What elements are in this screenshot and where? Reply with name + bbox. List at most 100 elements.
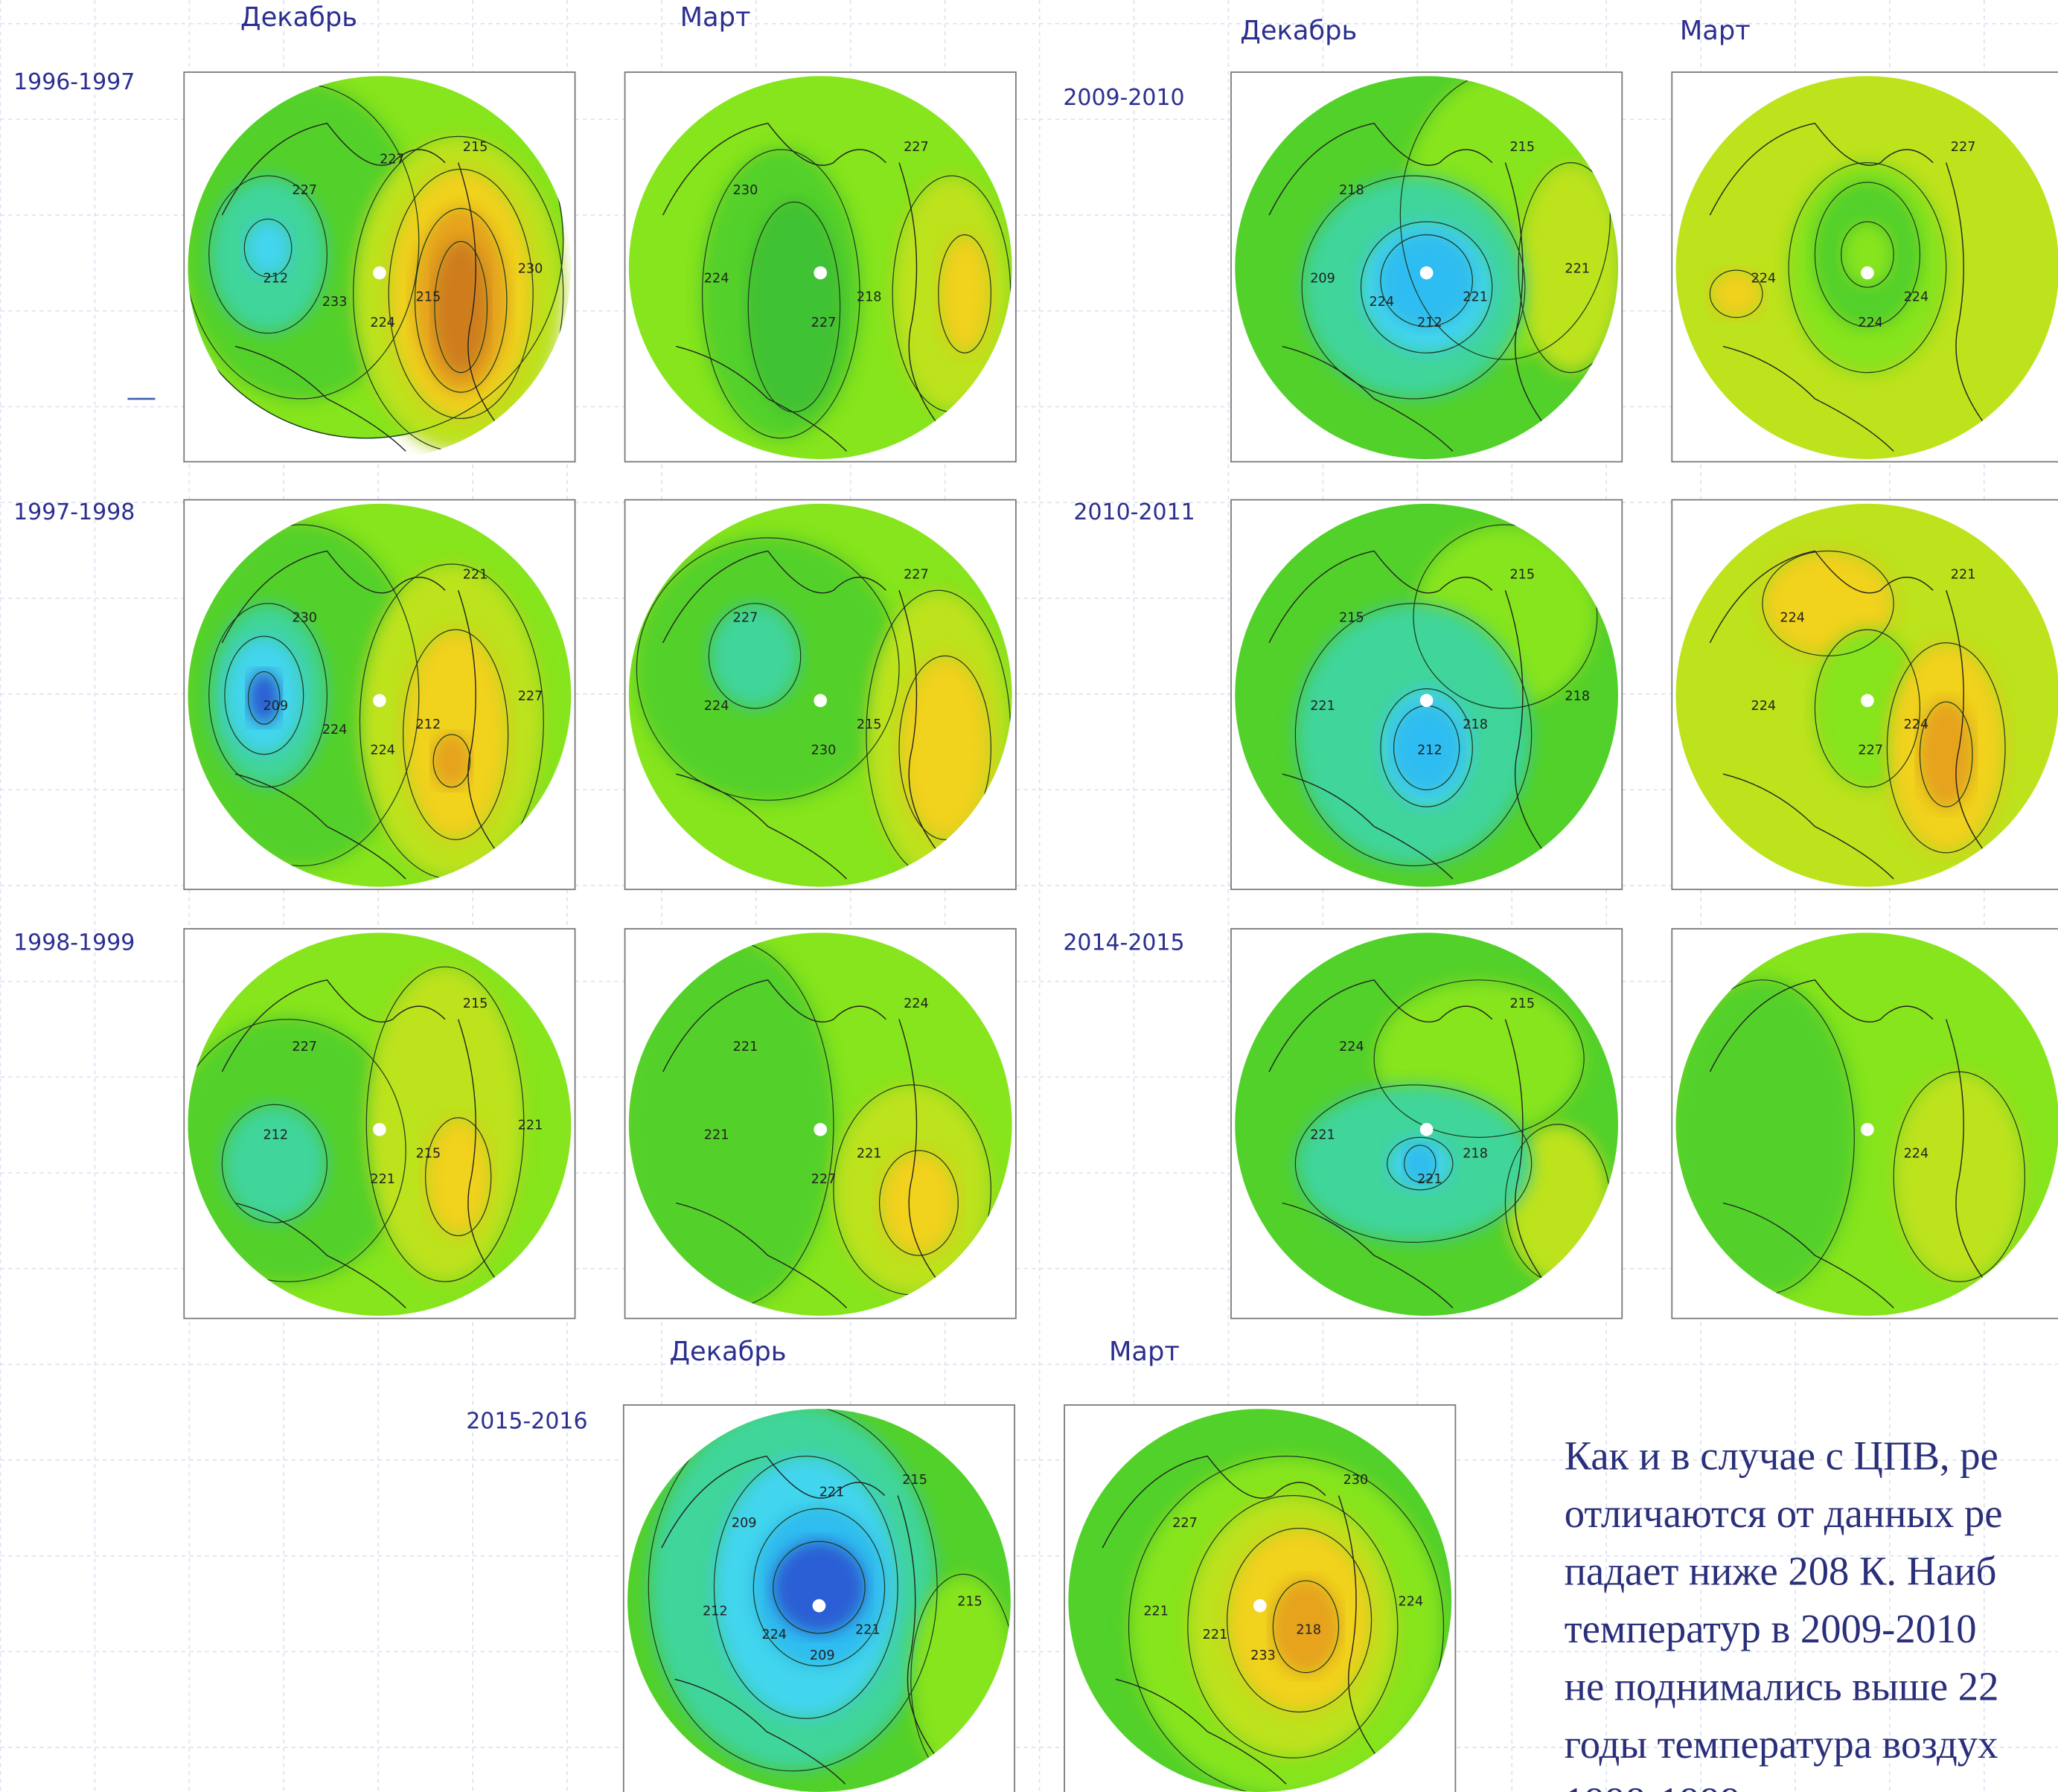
contour-label: 221	[518, 1119, 543, 1133]
contour-label: 215	[902, 1473, 927, 1488]
contour-label: 215	[416, 1147, 441, 1162]
contour-label: 224	[1904, 1147, 1929, 1162]
contour-label: 224	[704, 699, 729, 714]
contour-label: 233	[1250, 1648, 1276, 1663]
contour-label: 224	[1780, 611, 1805, 626]
contour-label: 218	[1296, 1622, 1321, 1637]
contour-label: 224	[1339, 1040, 1364, 1055]
contour-label: 221	[733, 1040, 758, 1055]
contour-label: 227	[811, 1172, 837, 1187]
contour-label: 227	[380, 153, 405, 167]
paragraph-line: годы температура воздух	[1565, 1721, 1998, 1767]
temperature-region	[403, 630, 508, 839]
season-label: 2009-2010	[1063, 85, 1184, 111]
contour-label: 221	[370, 1172, 395, 1187]
pole-marker	[814, 1123, 827, 1136]
contour-label: 224	[1904, 289, 1929, 304]
season-label: 1998-1999	[13, 929, 135, 956]
contour-label: 227	[1858, 743, 1883, 758]
contour-label: 227	[1172, 1516, 1198, 1531]
column-header: Март	[680, 2, 751, 33]
contour-label: 224	[370, 316, 395, 330]
contour-label: 227	[733, 611, 758, 626]
pole-marker	[1420, 1123, 1434, 1136]
contour-label: 227	[1951, 140, 1976, 155]
pole-marker	[813, 1599, 826, 1613]
contour-label: 227	[518, 689, 543, 704]
contour-label: 212	[416, 717, 441, 732]
contour-label: 227	[904, 568, 929, 583]
contour-label: 221	[1203, 1628, 1228, 1642]
contour-label: 215	[463, 140, 488, 155]
pole-marker	[1861, 266, 1874, 280]
contour-label: 209	[732, 1516, 757, 1531]
contour-label: 221	[1565, 261, 1590, 276]
contour-label: 218	[1339, 183, 1364, 198]
contour-label: 215	[1339, 611, 1364, 626]
column-header: Март	[1680, 16, 1751, 46]
pole-marker	[1253, 1599, 1267, 1613]
contour-label: 224	[904, 996, 929, 1011]
contour-label: 215	[957, 1594, 982, 1609]
contour-label: 221	[1463, 289, 1488, 304]
contour-label: 230	[733, 183, 758, 198]
contour-label: 218	[1463, 717, 1488, 732]
column-header: Март	[1109, 1337, 1180, 1367]
column-header: Декабрь	[240, 2, 357, 33]
contour-label: 215	[463, 996, 488, 1011]
pole-marker	[814, 266, 827, 280]
contour-label: 209	[810, 1648, 835, 1663]
paragraph-line: отличаются от данных ре	[1565, 1491, 2003, 1536]
season-label: 2014-2015	[1063, 929, 1184, 956]
contour-label: 224	[322, 723, 348, 737]
contour-label: 224	[1858, 316, 1883, 330]
contour-label: 215	[1509, 140, 1535, 155]
contour-label: 221	[463, 568, 488, 583]
pole-marker	[814, 694, 827, 708]
contour-label: 221	[857, 1147, 882, 1162]
contour-label: 209	[1310, 272, 1335, 287]
temperature-region	[222, 1104, 327, 1223]
contour-label: 224	[1370, 295, 1395, 310]
pole-marker	[1861, 694, 1874, 708]
contour-label: 212	[703, 1604, 728, 1619]
contour-label: 224	[1904, 717, 1929, 732]
contour-label: 227	[292, 1040, 317, 1055]
paragraph-line: падает ниже 208 К. Наиб	[1565, 1548, 1997, 1593]
contour-label: 230	[1343, 1473, 1369, 1488]
paragraph-line: температур в 2009-2010	[1565, 1606, 1977, 1651]
column-header: Декабрь	[669, 1337, 786, 1367]
season-label: 1996-1997	[13, 69, 135, 95]
pole-marker	[373, 694, 386, 708]
contour-label: 218	[1565, 689, 1590, 704]
contour-label: 224	[1751, 272, 1777, 287]
paragraph-line: не поднимались выше 22	[1565, 1664, 1999, 1709]
pole-marker	[373, 266, 386, 280]
pole-marker	[373, 1123, 386, 1136]
pole-marker	[1420, 266, 1434, 280]
contour-label: 212	[1417, 743, 1442, 758]
contour-label: 227	[904, 140, 929, 155]
contour-label: 218	[857, 289, 882, 304]
contour-label: 221	[1310, 1128, 1335, 1143]
contour-label: 215	[1509, 568, 1535, 583]
contour-label: 224	[1399, 1594, 1424, 1609]
contour-label: 221	[1310, 699, 1335, 714]
pole-marker	[1420, 694, 1434, 708]
contour-label: 233	[322, 295, 348, 310]
contour-label: 227	[292, 183, 317, 198]
contour-label: 227	[811, 316, 837, 330]
paragraph-line: Как и в случае с ЦПВ, ре	[1565, 1433, 1998, 1478]
contour-label: 230	[518, 261, 543, 276]
contour-label: 221	[819, 1485, 845, 1500]
contour-label: 221	[1417, 1172, 1442, 1187]
contour-label: 224	[1751, 699, 1777, 714]
contour-label: 221	[1951, 568, 1976, 583]
contour-label: 224	[370, 743, 395, 758]
pole-marker	[1861, 1123, 1874, 1136]
paragraph-line: 1998-1999 годы темпера	[1565, 1779, 1984, 1792]
temperature-region	[1381, 235, 1472, 327]
contour-label: 212	[263, 272, 288, 287]
contour-label: 224	[761, 1628, 787, 1642]
temperature-region	[748, 202, 840, 412]
